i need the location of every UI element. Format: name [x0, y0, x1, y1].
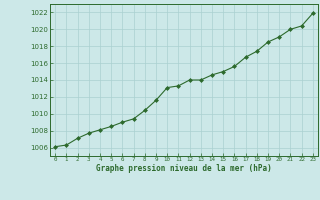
X-axis label: Graphe pression niveau de la mer (hPa): Graphe pression niveau de la mer (hPa)	[96, 164, 272, 173]
